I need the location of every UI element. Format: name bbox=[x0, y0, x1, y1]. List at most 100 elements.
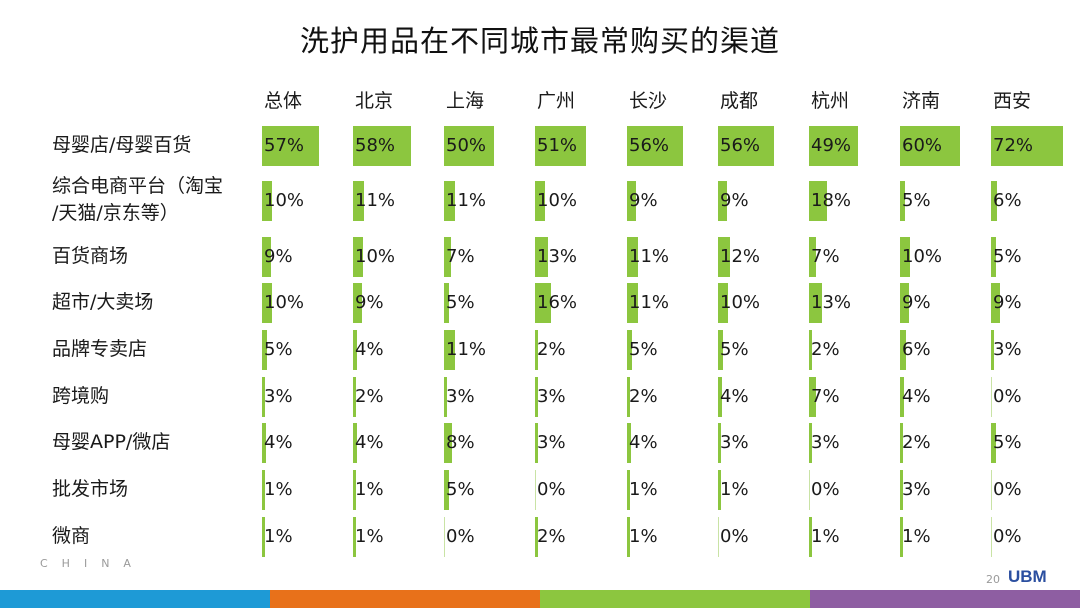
table-cell: 5% bbox=[627, 330, 707, 370]
column-header: 北京 bbox=[355, 90, 394, 112]
table-cell: 6% bbox=[900, 330, 980, 370]
value-label: 0% bbox=[993, 386, 1022, 407]
value-bar bbox=[353, 470, 356, 510]
value-label: 16% bbox=[537, 292, 578, 313]
value-label: 3% bbox=[993, 339, 1022, 360]
row-label-line: 母婴APP/微店 bbox=[52, 430, 171, 453]
table-cell: 1% bbox=[627, 470, 707, 510]
table-cell: 51% bbox=[535, 126, 615, 166]
column-header: 总体 bbox=[264, 90, 303, 112]
table-cell: 57% bbox=[262, 126, 342, 166]
value-bar bbox=[900, 377, 904, 417]
row-label: 批发市场 bbox=[52, 476, 128, 503]
value-bar bbox=[444, 330, 455, 370]
value-bar bbox=[627, 237, 638, 277]
value-label: 0% bbox=[993, 479, 1022, 500]
table-cell: 12% bbox=[718, 237, 798, 277]
table-cell: 56% bbox=[627, 126, 707, 166]
value-bar bbox=[991, 181, 997, 221]
table-cell: 18% bbox=[809, 181, 889, 221]
value-bar bbox=[991, 237, 996, 277]
table-cell: 3% bbox=[991, 330, 1071, 370]
value-label: 60% bbox=[902, 135, 943, 156]
row-label-line: 跨境购 bbox=[52, 384, 110, 407]
value-bar bbox=[627, 126, 683, 166]
value-label: 5% bbox=[264, 339, 293, 360]
table-cell: 1% bbox=[809, 517, 889, 557]
value-bar bbox=[262, 377, 265, 417]
row-label-line: 批发市场 bbox=[52, 477, 129, 500]
value-label: 10% bbox=[264, 292, 305, 313]
value-bar bbox=[809, 283, 822, 323]
table-cell: 5% bbox=[444, 470, 524, 510]
value-label: 13% bbox=[811, 292, 852, 313]
table-cell: 11% bbox=[353, 181, 433, 221]
value-label: 4% bbox=[902, 386, 931, 407]
value-label: 0% bbox=[537, 479, 566, 500]
row-label: 母婴店/母婴百货 bbox=[52, 132, 191, 159]
table-cell: 5% bbox=[262, 330, 342, 370]
table-cell: 3% bbox=[444, 377, 524, 417]
value-label: 1% bbox=[629, 479, 658, 500]
column-header: 杭州 bbox=[811, 90, 850, 112]
table-cell: 1% bbox=[718, 470, 798, 510]
value-bar bbox=[262, 470, 265, 510]
table-cell: 58% bbox=[353, 126, 433, 166]
value-bar bbox=[900, 517, 903, 557]
value-label: 9% bbox=[902, 292, 931, 313]
value-bar bbox=[991, 330, 994, 370]
value-label: 9% bbox=[720, 190, 749, 211]
row-label: 百货商场 bbox=[52, 243, 128, 270]
value-label: 56% bbox=[629, 135, 670, 156]
page-number: 20 bbox=[986, 573, 1000, 586]
value-label: 50% bbox=[446, 135, 487, 156]
value-bar bbox=[718, 126, 774, 166]
table-cell: 11% bbox=[444, 181, 524, 221]
value-label: 0% bbox=[993, 526, 1022, 547]
row-label: 品牌专卖店 bbox=[52, 336, 147, 363]
table-cell: 9% bbox=[262, 237, 342, 277]
value-bar bbox=[900, 283, 909, 323]
value-label: 3% bbox=[264, 386, 293, 407]
value-bar bbox=[718, 517, 719, 557]
column-header: 长沙 bbox=[629, 90, 668, 112]
table-cell: 0% bbox=[718, 517, 798, 557]
value-bar bbox=[991, 517, 992, 557]
value-label: 72% bbox=[993, 135, 1034, 156]
table-cell: 10% bbox=[718, 283, 798, 323]
value-bar bbox=[718, 283, 728, 323]
table-cell: 2% bbox=[627, 377, 707, 417]
table-cell: 49% bbox=[809, 126, 889, 166]
table-cell: 0% bbox=[991, 517, 1071, 557]
value-bar bbox=[900, 470, 903, 510]
value-bar bbox=[535, 126, 586, 166]
value-label: 1% bbox=[720, 479, 749, 500]
value-bar bbox=[809, 517, 812, 557]
value-label: 3% bbox=[902, 479, 931, 500]
column-header: 成都 bbox=[720, 90, 759, 112]
page-title: 洗护用品在不同城市最常购买的渠道 bbox=[299, 24, 780, 58]
value-label: 49% bbox=[811, 135, 852, 156]
value-label: 13% bbox=[537, 246, 578, 267]
table-cell: 1% bbox=[900, 517, 980, 557]
table-cell: 11% bbox=[444, 330, 524, 370]
table-cell: 7% bbox=[444, 237, 524, 277]
value-bar bbox=[718, 470, 721, 510]
value-bar bbox=[262, 423, 266, 463]
value-label: 11% bbox=[355, 190, 396, 211]
value-bar bbox=[444, 517, 445, 557]
value-label: 4% bbox=[720, 386, 749, 407]
stripe-segment bbox=[540, 590, 810, 608]
value-label: 3% bbox=[811, 432, 840, 453]
value-bar bbox=[627, 423, 631, 463]
value-label: 10% bbox=[537, 190, 578, 211]
value-bar bbox=[627, 517, 630, 557]
table-cell: 50% bbox=[444, 126, 524, 166]
row-label: 跨境购 bbox=[52, 383, 109, 410]
value-label: 2% bbox=[355, 386, 384, 407]
value-bar bbox=[900, 423, 903, 463]
value-label: 3% bbox=[446, 386, 475, 407]
value-bar bbox=[627, 283, 638, 323]
value-label: 2% bbox=[811, 339, 840, 360]
value-label: 4% bbox=[264, 432, 293, 453]
